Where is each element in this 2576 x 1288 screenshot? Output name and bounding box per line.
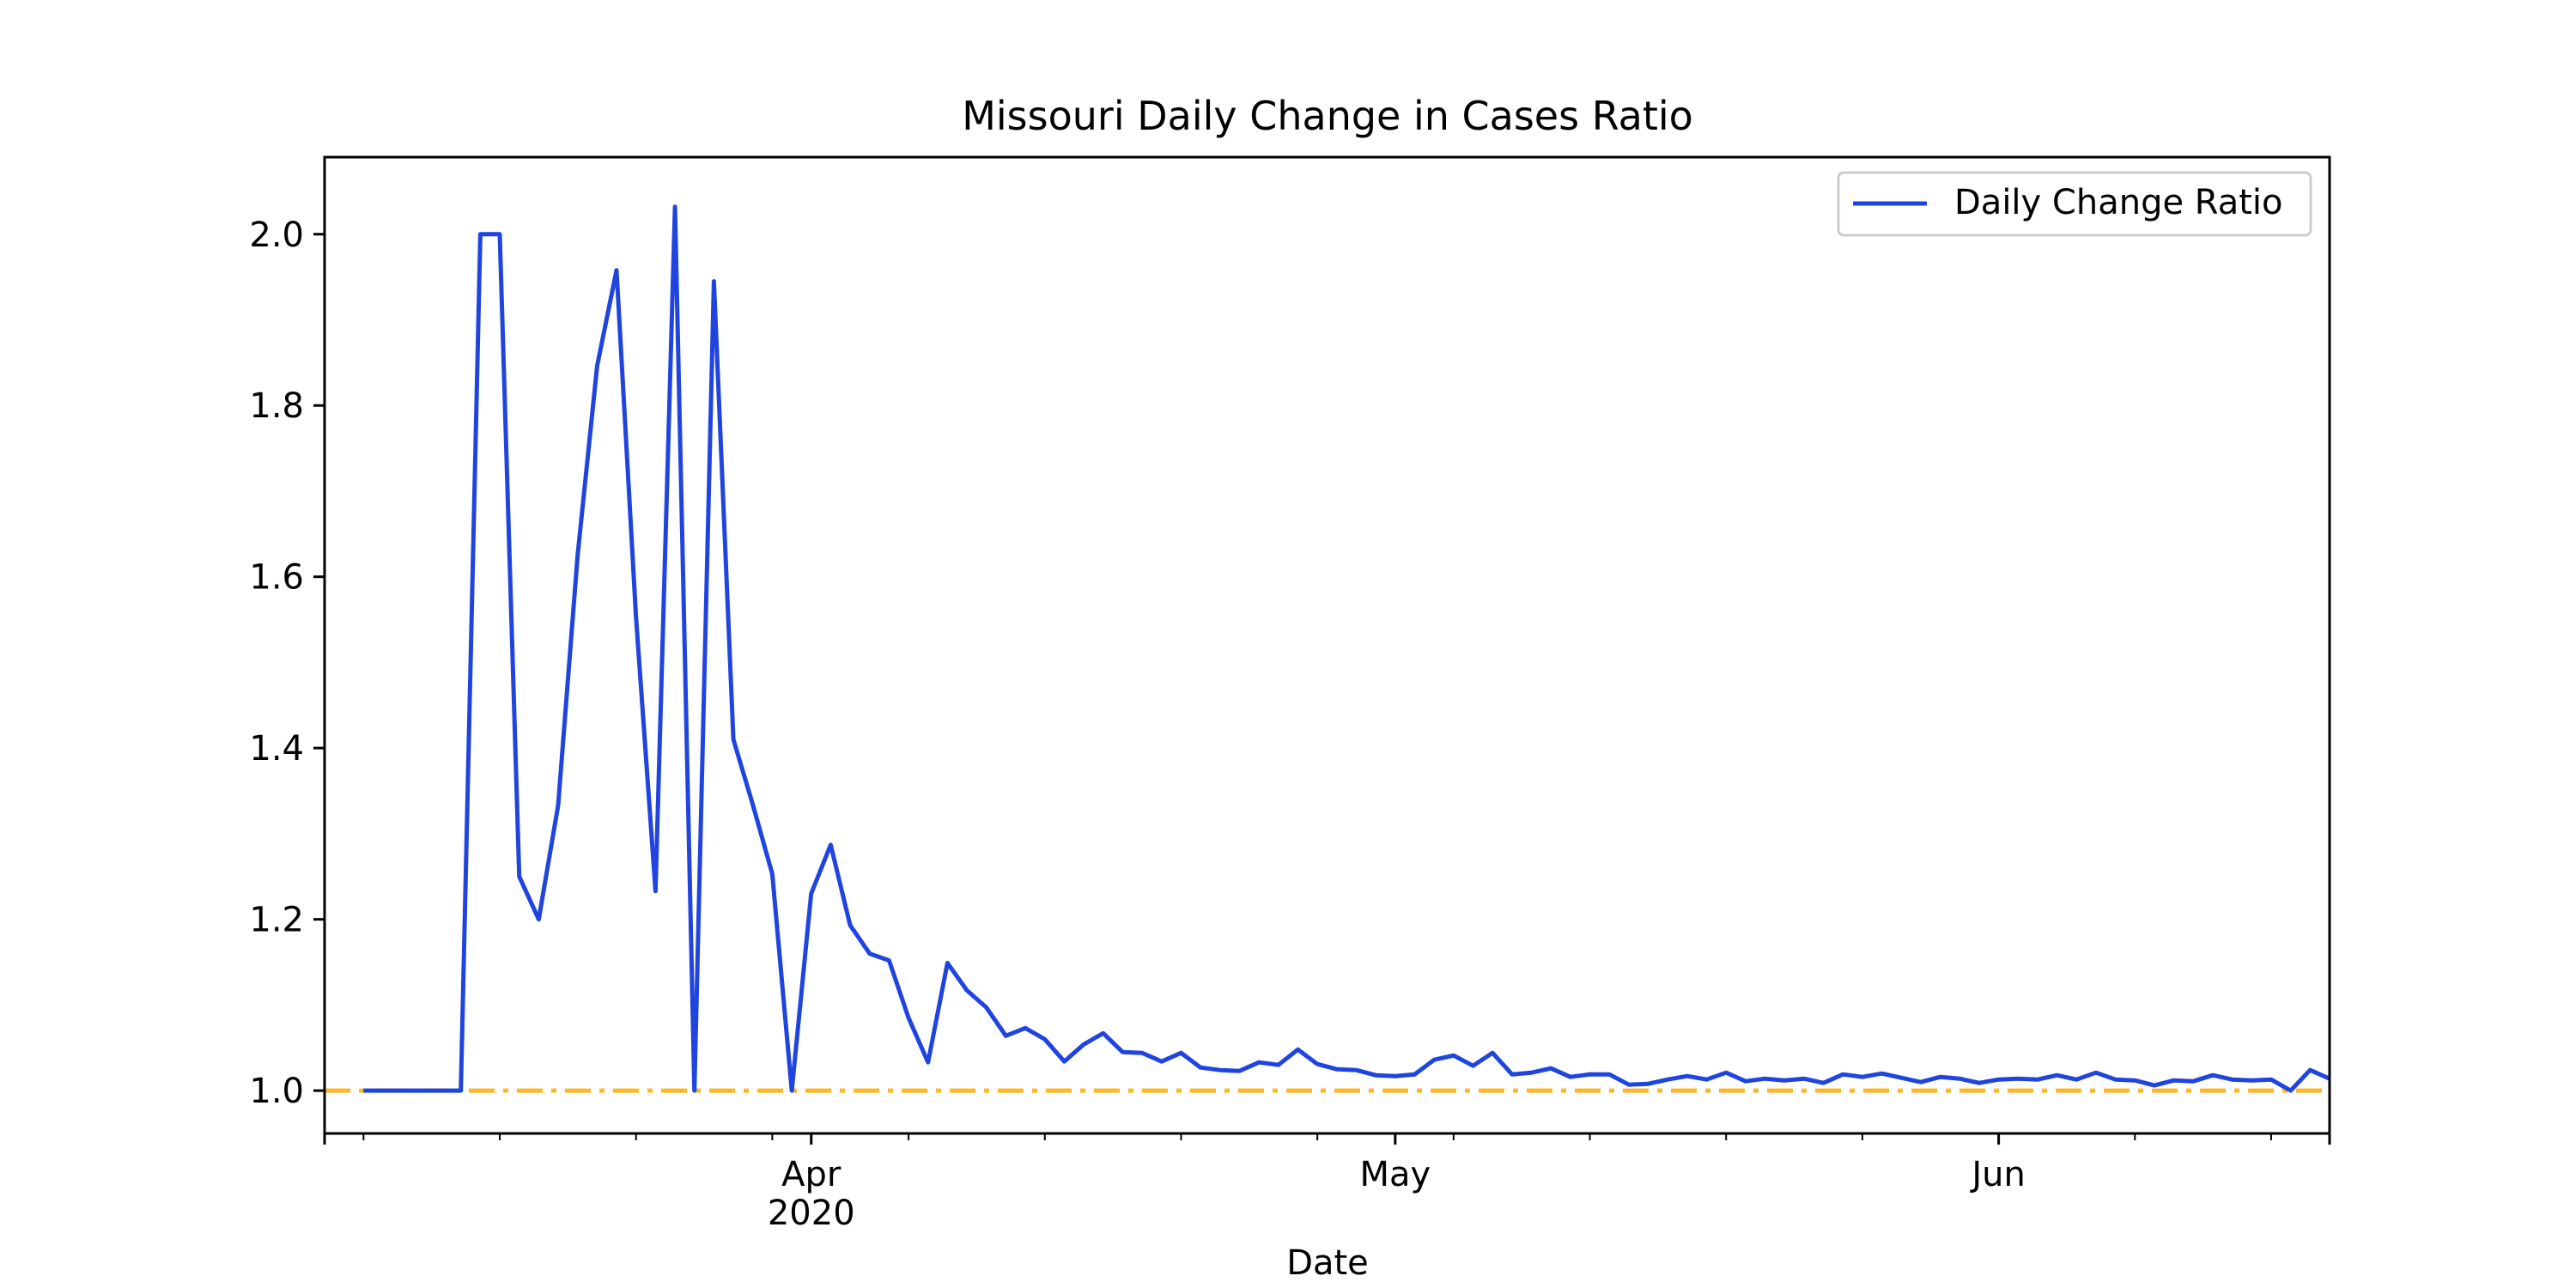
plot-area xyxy=(325,204,2331,1093)
x-tick-label: Apr xyxy=(781,1155,841,1194)
y-tick-label: 1.0 xyxy=(249,1072,304,1111)
legend-label: Daily Change Ratio xyxy=(1954,183,2282,222)
y-tick-label: 1.8 xyxy=(249,386,304,426)
legend-frame xyxy=(1837,171,2312,237)
chart-title: Missouri Daily Change in Cases Ratio xyxy=(962,93,1693,139)
x-tick-sublabel: 2020 xyxy=(768,1194,855,1233)
y-tick-label: 1.4 xyxy=(249,729,304,769)
y-tick-label: 2.0 xyxy=(249,216,304,255)
x-axis-label: Date xyxy=(1286,1243,1369,1283)
y-axis: 1.0 1.2 1.4 1.6 1.8 2.0 xyxy=(249,216,325,1111)
x-tick-label: Jun xyxy=(1969,1155,2026,1194)
plot-frame xyxy=(323,155,2331,1135)
legend: Daily Change Ratio xyxy=(1837,171,2312,237)
x-tick-label: May xyxy=(1359,1155,1431,1194)
y-tick-label: 1.6 xyxy=(249,558,304,598)
series-line-daily-change-ratio xyxy=(363,204,2331,1093)
y-tick-label: 1.2 xyxy=(249,901,304,940)
